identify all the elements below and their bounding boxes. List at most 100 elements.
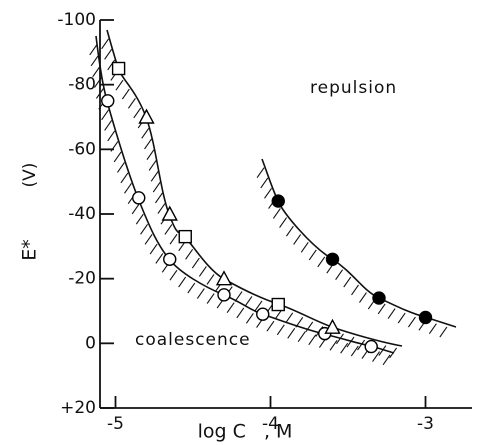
hatch	[439, 326, 448, 338]
hatch	[206, 293, 215, 304]
hatch	[244, 296, 253, 307]
y-tick-label: -80	[68, 75, 96, 95]
point	[101, 94, 115, 108]
point	[161, 205, 178, 221]
hatch	[335, 269, 344, 281]
y-axis-label: E*	[19, 239, 41, 261]
fit-curve	[261, 158, 457, 328]
hatch	[372, 351, 381, 362]
point	[132, 191, 146, 205]
hatch	[308, 334, 317, 346]
hatch	[169, 233, 178, 245]
x-tick-label: -5	[107, 414, 124, 434]
y-axis-unit: (V)	[20, 163, 40, 188]
hatch	[260, 177, 269, 189]
hatch	[387, 308, 396, 319]
y-tick-label: 0	[85, 333, 96, 353]
hatch	[146, 149, 155, 161]
hatch	[127, 97, 136, 109]
hatch	[164, 224, 173, 235]
y-tick-label: -20	[68, 269, 96, 289]
hatch	[300, 242, 309, 253]
hatch	[135, 213, 144, 225]
hatch	[266, 320, 275, 332]
point	[256, 307, 270, 321]
hatch	[104, 120, 113, 131]
hatch	[397, 312, 406, 324]
hatch	[343, 276, 352, 288]
hatch	[152, 181, 161, 193]
hatch	[131, 203, 140, 215]
hatch	[297, 331, 306, 343]
hatch	[155, 253, 164, 264]
hatch	[133, 107, 142, 119]
hatch	[295, 316, 304, 328]
hatch	[285, 312, 294, 324]
hatch	[357, 339, 366, 351]
hatch	[124, 183, 132, 194]
hatch	[329, 340, 338, 351]
hatch	[287, 328, 296, 339]
hatch	[234, 291, 243, 302]
hatch	[101, 38, 110, 50]
x-axis-label: log C , M	[198, 421, 293, 443]
hatch	[285, 225, 294, 237]
point	[178, 229, 192, 244]
point	[372, 291, 386, 305]
annotation: coalescence	[135, 330, 251, 350]
hatch	[377, 303, 386, 315]
hatch	[254, 300, 263, 312]
point	[163, 252, 177, 266]
hatch	[317, 256, 326, 268]
y-tick-label: -100	[57, 10, 96, 30]
hatch	[117, 162, 125, 173]
hatch	[279, 217, 288, 228]
point	[111, 61, 126, 76]
hatch	[198, 266, 207, 277]
hatch	[340, 342, 349, 354]
hatch	[144, 138, 153, 150]
point	[217, 288, 231, 302]
hatch	[428, 323, 437, 334]
hatch	[107, 59, 116, 71]
hatch	[351, 284, 359, 296]
hatch	[196, 288, 205, 299]
x-tick-label: -4	[262, 414, 279, 434]
annotation: repulsion	[310, 78, 397, 98]
hatch	[359, 292, 367, 303]
y-tick-label: -60	[68, 139, 96, 159]
hatch	[245, 313, 254, 324]
hatch	[346, 336, 355, 348]
hatch	[276, 324, 285, 336]
hatch	[148, 160, 157, 171]
hatch	[169, 269, 178, 281]
hatch	[336, 333, 344, 345]
hatch	[378, 345, 387, 356]
hatch	[206, 274, 215, 285]
hatch	[92, 66, 101, 78]
y-tick-label: +20	[60, 398, 96, 418]
hatch	[107, 130, 116, 142]
point	[364, 339, 378, 354]
hatch	[178, 276, 187, 288]
hatch	[308, 249, 317, 261]
hatch	[382, 354, 391, 366]
hatch	[89, 44, 98, 56]
hatch	[154, 192, 163, 204]
hatch	[90, 55, 99, 67]
hatch	[185, 249, 194, 260]
point	[271, 194, 285, 208]
hatch	[101, 109, 110, 121]
point	[215, 270, 233, 286]
hatch	[226, 302, 235, 314]
hatch	[104, 49, 113, 60]
hatch	[157, 203, 166, 214]
point	[418, 310, 433, 325]
hatch	[187, 282, 196, 294]
hatch	[389, 347, 398, 359]
hatch	[272, 208, 281, 219]
point	[271, 297, 285, 312]
hatch	[144, 233, 153, 245]
hatch	[149, 243, 158, 255]
